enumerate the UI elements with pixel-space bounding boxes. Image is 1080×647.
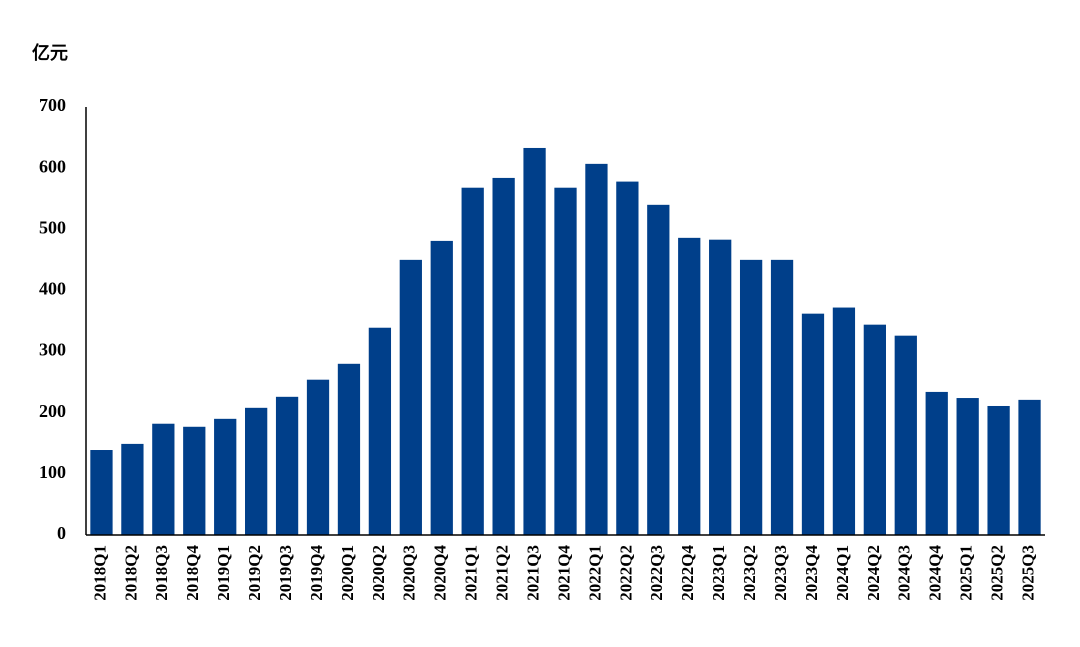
bar: [894, 335, 917, 535]
bar: [863, 324, 886, 535]
bar: [832, 307, 856, 535]
x-tick-label: 2022Q3: [647, 545, 666, 601]
x-tick-label: 2020Q4: [431, 545, 450, 601]
bar: [368, 327, 392, 535]
bar: [275, 396, 299, 535]
bar: [801, 313, 825, 535]
y-axis-label: 亿元: [32, 42, 68, 63]
y-tick-label: 200: [39, 401, 66, 421]
bar: [492, 177, 515, 535]
bar: [337, 363, 361, 535]
bar: [214, 418, 237, 535]
x-tick-label: 2023Q4: [802, 545, 821, 601]
x-tick-label: 2022Q4: [678, 545, 697, 601]
x-tick-label: 2022Q2: [616, 545, 635, 601]
x-tick-label: 2023Q3: [771, 545, 790, 601]
x-tick-label: 2019Q2: [245, 545, 264, 601]
x-tick-label: 2024Q2: [864, 545, 883, 601]
y-tick-label: 500: [39, 217, 66, 237]
bar: [956, 398, 979, 535]
y-tick-label: 400: [39, 279, 66, 299]
x-tick-label: 2020Q3: [400, 545, 419, 601]
x-tick-label: 2018Q3: [152, 545, 171, 601]
x-tick-label: 2021Q4: [554, 545, 573, 601]
x-tick-label: 2025Q3: [1018, 545, 1037, 601]
x-tick-label: 2019Q4: [307, 545, 326, 601]
bar: [430, 240, 453, 535]
bar: [306, 379, 330, 535]
y-tick-label: 700: [39, 95, 66, 115]
y-tick-label: 0: [57, 523, 66, 543]
bar: [90, 450, 113, 535]
y-tick-label: 100: [39, 462, 66, 482]
x-tick-label: 2019Q3: [276, 545, 295, 601]
bar: [121, 443, 144, 535]
x-tick-label: 2022Q1: [585, 545, 604, 601]
bar: [709, 239, 732, 535]
x-tick-label: 2024Q1: [833, 545, 852, 601]
x-tick-label: 2018Q2: [121, 545, 140, 601]
y-tick-label: 600: [39, 156, 66, 176]
x-tick-label: 2023Q1: [709, 545, 728, 601]
bar: [523, 147, 546, 536]
x-tick-label: 2018Q4: [183, 545, 202, 601]
bar: [678, 237, 701, 536]
bar: [616, 181, 639, 535]
bar: [647, 204, 670, 536]
x-tick-label: 2019Q1: [214, 545, 233, 601]
bar: [1018, 399, 1041, 535]
bar: [183, 426, 206, 535]
bar: [925, 391, 948, 535]
bar: [152, 423, 175, 535]
x-tick-label: 2025Q1: [957, 545, 976, 601]
x-tick-label: 2018Q1: [90, 545, 109, 601]
x-tick-label: 2020Q1: [338, 545, 357, 601]
bar: [585, 163, 608, 535]
bar: [245, 407, 268, 535]
bar: [399, 259, 422, 535]
x-tick-label: 2024Q3: [895, 545, 914, 601]
x-tick-label: 2020Q2: [369, 545, 388, 601]
bar: [554, 187, 577, 536]
y-tick-label: 300: [39, 340, 66, 360]
x-tick-label: 2021Q1: [462, 545, 481, 601]
x-tick-label: 2021Q3: [523, 545, 542, 601]
x-tick-label: 2024Q4: [926, 545, 945, 601]
x-tick-label: 2025Q2: [988, 545, 1007, 601]
x-tick-label: 2021Q2: [493, 545, 512, 601]
bar: [770, 259, 794, 535]
bar: [461, 187, 484, 536]
bar: [739, 259, 763, 535]
bar: [987, 405, 1010, 535]
x-tick-label: 2023Q2: [740, 545, 759, 601]
